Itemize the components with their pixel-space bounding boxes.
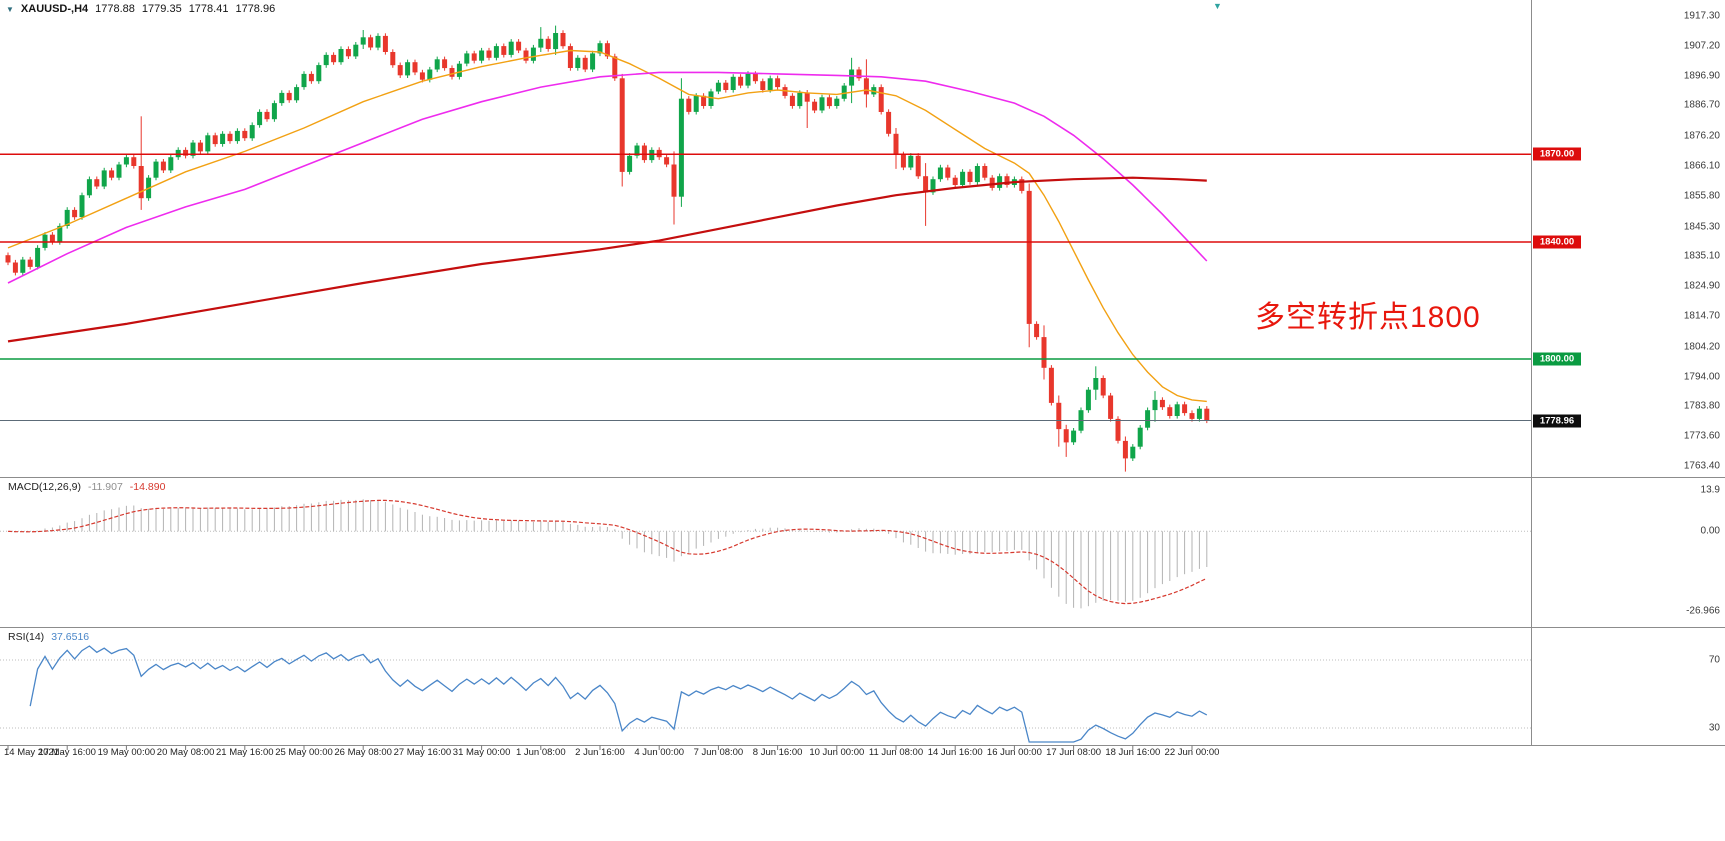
price-axis-label: 1886.70 [1683,99,1720,111]
time-axis-label: 16 Jun 00:00 [986,747,1042,758]
ohlc-close-value: 1778.96 [235,3,276,15]
chart-canvas[interactable] [0,0,1725,762]
price-axis-label: 1794.00 [1683,371,1720,383]
price-axis-label: 1763.40 [1683,460,1720,472]
hline-price-tag: 1870.00 [1533,147,1581,161]
macd-axis-label: -26.966 [1686,605,1720,617]
ohlc-open-value: 1778.88 [95,3,135,15]
time-scale[interactable]: 14 May 2021 17 May 16:00 19 May 00:00 20 Ma… [0,745,1725,765]
time-axis-label: 27 May 16:00 [393,747,452,758]
macd-main-value: -11.907 [87,481,123,493]
time-axis-label: 25 May 00:00 [275,747,333,758]
time-axis-label: 2 Jun 16:00 [575,747,625,758]
time-axis-label: 4 Jun 00:00 [634,747,685,758]
time-axis-label: 20 May 08:00 [156,747,215,758]
time-axis-label: 1 Jun 08:00 [515,747,566,758]
time-axis-label: 17 Jun 08:00 [1046,747,1102,758]
price-axis-label: 1855.80 [1683,190,1720,202]
rsi-axis-label: 30 [1708,722,1720,734]
price-axis-label: 1896.90 [1683,70,1720,82]
macd-signal-value: -14.890 [129,481,166,493]
time-axis-label: 14 Jun 16:00 [927,747,983,758]
time-axis-label: 19 May 00:00 [97,747,156,758]
rsi-title: RSI(14) [8,631,45,643]
time-axis-label: 11 Jun 08:00 [868,747,924,758]
macd-title: MACD(12,26,9) [8,481,81,493]
rsi-value: 37.6516 [51,631,90,643]
macd-axis-label: 13.9 [1700,484,1720,496]
chart-header: ▼ XAUUSD-,H4 1778.88 1779.35 1778.41 177… [6,3,275,15]
time-axis-label: 17 May 16:00 [38,747,96,758]
price-axis-label: 1845.30 [1683,221,1720,233]
time-axis-label: 18 Jun 16:00 [1105,747,1161,758]
price-scale[interactable]: 1917.30 1907.20 1896.90 1886.70 1876.20 1866.… [1531,0,1725,762]
time-axis-label: 31 May 00:00 [452,747,511,758]
chart-shift-marker-icon[interactable]: ▼ [1213,1,1222,11]
rsi-axis-label: 70 [1708,654,1720,666]
rsi-indicator-label: RSI(14) 37.6516 [8,631,89,643]
symbol-timeframe-label: XAUUSD-,H4 [20,3,89,15]
ohlc-low-value: 1778.41 [188,3,229,15]
price-axis-label: 1876.20 [1683,130,1720,142]
price-axis-label: 1783.80 [1683,400,1720,412]
price-axis-label: 1907.20 [1683,40,1720,52]
time-axis-label: 10 Jun 00:00 [809,747,865,758]
price-axis-label: 1866.10 [1683,160,1720,172]
time-axis-label: 14 May 2021 [4,747,59,758]
price-axis-label: 1804.20 [1683,341,1720,353]
price-axis-label: 1917.30 [1683,10,1720,22]
collapse-arrow-icon[interactable]: ▼ [6,4,14,14]
time-axis-label: 8 Jun 16:00 [752,747,803,758]
macd-indicator-label: MACD(12,26,9) -11.907 -14.890 [8,481,165,493]
time-axis-label: 22 Jun 00:00 [1164,747,1220,758]
hline-price-tag: 1840.00 [1533,235,1581,249]
price-axis-label: 1773.60 [1683,430,1720,442]
time-axis-label: 7 Jun 08:00 [693,747,744,758]
price-axis-label: 1824.90 [1683,280,1720,292]
ohlc-high-value: 1779.35 [141,3,182,15]
current-price-tag: 1778.96 [1533,414,1581,427]
price-axis-label: 1835.10 [1683,250,1720,262]
macd-axis-label: 0.00 [1700,525,1720,537]
time-axis-label: 21 May 16:00 [216,747,274,758]
time-axis-label: 26 May 08:00 [334,747,392,758]
hline-price-tag: 1800.00 [1533,352,1581,366]
annotation-text[interactable]: 多空转折点1800 [1255,301,1481,334]
price-axis-label: 1814.70 [1683,310,1720,322]
